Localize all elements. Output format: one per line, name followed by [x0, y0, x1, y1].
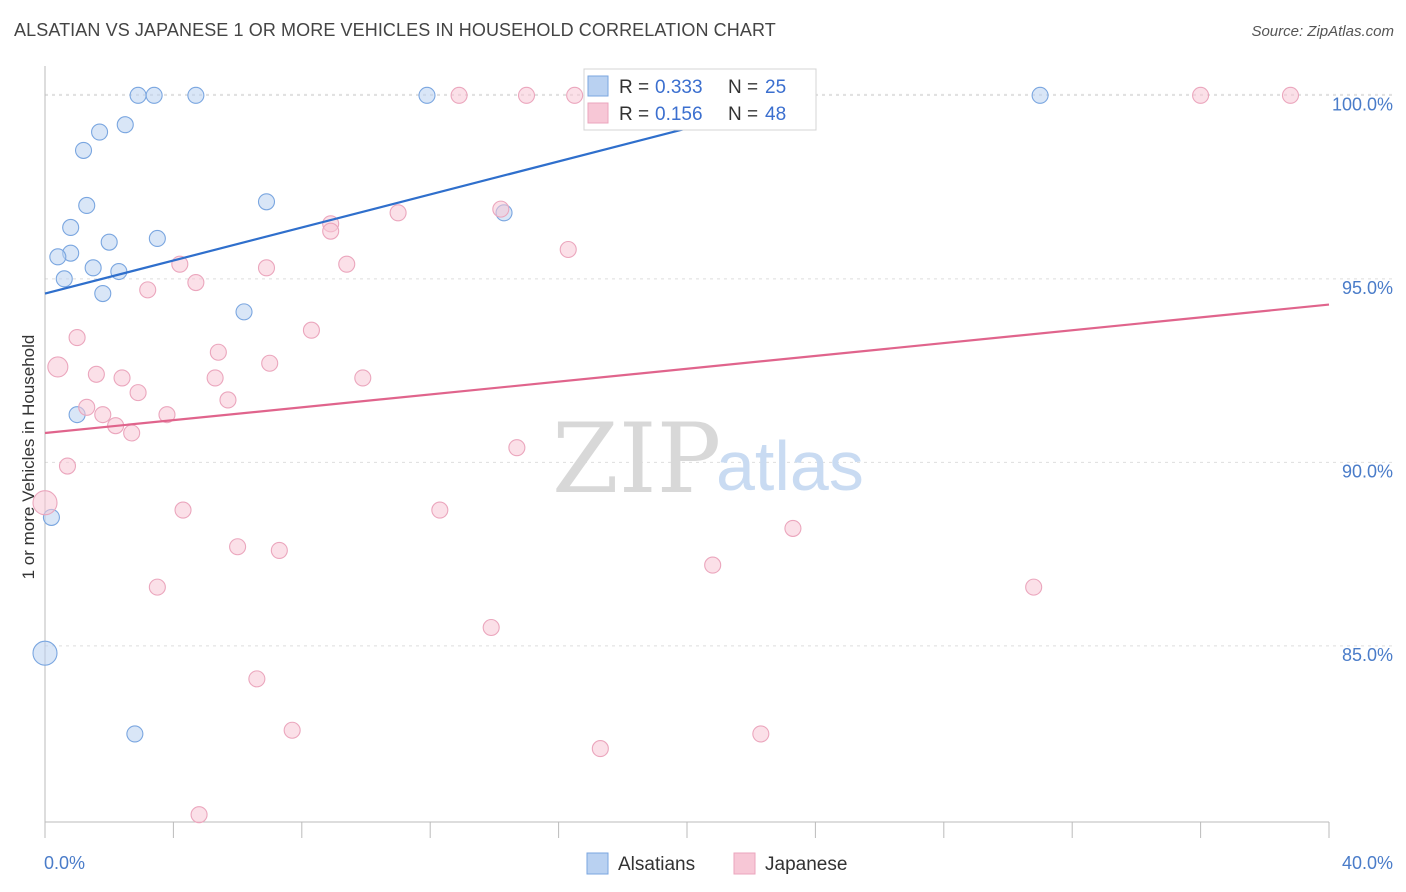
- point-alsatians: [116, 116, 134, 134]
- trend-lines: [44, 94, 1330, 435]
- legend-r-label-alsatians: R =: [619, 77, 649, 98]
- point-alsatians: [148, 229, 166, 248]
- point-japanese: [209, 343, 227, 361]
- point-alsatians: [126, 725, 144, 743]
- data-points: [32, 86, 1300, 824]
- point-japanese: [68, 329, 86, 347]
- point-japanese: [229, 538, 247, 556]
- point-alsatians: [235, 303, 253, 321]
- point-japanese: [322, 222, 340, 240]
- point-alsatians: [49, 248, 67, 266]
- y-tick-label: 95.0%: [1342, 278, 1393, 298]
- point-japanese: [206, 369, 224, 387]
- point-japanese: [704, 556, 722, 574]
- legend-r-label-japanese: R =: [619, 104, 649, 125]
- point-japanese: [87, 365, 105, 383]
- legend-r-value-alsatians: 0.333: [655, 77, 703, 98]
- point-japanese: [270, 541, 288, 559]
- stats-legend: R = 0.333 N = 25 R = 0.156 N = 48: [583, 68, 817, 131]
- legend-n-value-alsatians: 25: [765, 77, 786, 98]
- y-tick-label: 90.0%: [1342, 461, 1393, 481]
- point-japanese: [354, 369, 372, 387]
- point-japanese: [784, 519, 802, 537]
- point-alsatians: [145, 86, 163, 104]
- series-legend-swatch-alsatians: [586, 852, 609, 875]
- point-alsatians: [62, 218, 80, 237]
- point-alsatians: [55, 270, 73, 288]
- point-japanese: [302, 321, 320, 339]
- point-japanese: [559, 240, 577, 259]
- point-alsatians: [74, 141, 93, 159]
- legend-n-label-japanese: N =: [728, 104, 758, 125]
- point-alsatians: [129, 86, 147, 104]
- point-japanese: [389, 204, 407, 222]
- point-japanese: [187, 273, 205, 292]
- series-legend: Alsatians Japanese: [586, 852, 847, 875]
- legend-swatch-japanese: [587, 102, 609, 124]
- point-alsatians: [100, 233, 118, 251]
- point-japanese: [1281, 86, 1300, 104]
- point-japanese: [508, 439, 526, 457]
- point-japanese: [129, 384, 147, 402]
- point-alsatians: [1031, 86, 1049, 104]
- point-japanese: [450, 86, 468, 104]
- point-japanese: [283, 721, 301, 739]
- point-alsatians: [418, 86, 436, 104]
- point-japanese: [431, 501, 449, 519]
- legend-r-value-japanese: 0.156: [655, 104, 703, 125]
- point-japanese: [517, 86, 536, 104]
- point-japanese: [261, 354, 279, 372]
- point-alsatians: [94, 284, 112, 303]
- point-japanese: [78, 398, 96, 416]
- point-japanese: [174, 501, 192, 519]
- axes: [44, 66, 1330, 838]
- point-alsatians: [91, 123, 109, 141]
- point-japanese: [1192, 86, 1210, 104]
- legend-swatch-alsatians: [587, 75, 609, 97]
- series-legend-swatch-japanese: [733, 852, 756, 875]
- point-japanese: [113, 369, 131, 387]
- point-japanese: [1025, 578, 1043, 596]
- point-japanese: [47, 356, 69, 378]
- point-japanese: [139, 281, 157, 299]
- point-japanese: [123, 424, 141, 442]
- point-japanese: [148, 578, 166, 596]
- y-tick-label: 85.0%: [1342, 645, 1393, 665]
- point-alsatians: [84, 259, 102, 277]
- point-alsatians: [32, 640, 58, 666]
- series-legend-label-japanese: Japanese: [765, 854, 847, 875]
- trend-line-japanese: [44, 303, 1330, 435]
- point-alsatians: [78, 196, 96, 215]
- y-axis-label: 1 or more Vehicles in Household: [19, 335, 38, 580]
- legend-n-label-alsatians: N =: [728, 77, 758, 98]
- x-tick-label-left: 0.0%: [44, 853, 85, 873]
- series-legend-label-alsatians: Alsatians: [618, 854, 695, 875]
- point-alsatians: [187, 86, 205, 104]
- point-japanese: [338, 255, 356, 273]
- legend-n-value-japanese: 48: [765, 104, 786, 125]
- point-japanese: [158, 406, 176, 424]
- point-japanese: [32, 490, 58, 516]
- point-japanese: [752, 725, 770, 743]
- point-japanese: [492, 200, 510, 218]
- point-japanese: [248, 670, 266, 688]
- point-alsatians: [257, 193, 276, 211]
- point-japanese: [94, 406, 112, 424]
- point-japanese: [566, 86, 584, 104]
- y-tick-labels: 100.0% 95.0% 90.0% 85.0%: [1332, 94, 1393, 664]
- y-tick-label: 100.0%: [1332, 94, 1393, 114]
- point-japanese: [219, 391, 237, 409]
- point-japanese: [257, 259, 276, 277]
- point-japanese: [190, 806, 208, 824]
- watermark-zip: ZIP: [552, 403, 721, 515]
- point-japanese: [58, 457, 77, 475]
- point-japanese: [482, 618, 500, 637]
- chart-title: ALSATIAN VS JAPANESE 1 OR MORE VEHICLES …: [14, 20, 776, 40]
- point-japanese: [591, 740, 609, 758]
- source-label: Source: ZipAtlas.com: [1251, 23, 1394, 40]
- x-tick-label-right: 40.0%: [1342, 853, 1393, 873]
- watermark-atlas: atlas: [716, 427, 864, 505]
